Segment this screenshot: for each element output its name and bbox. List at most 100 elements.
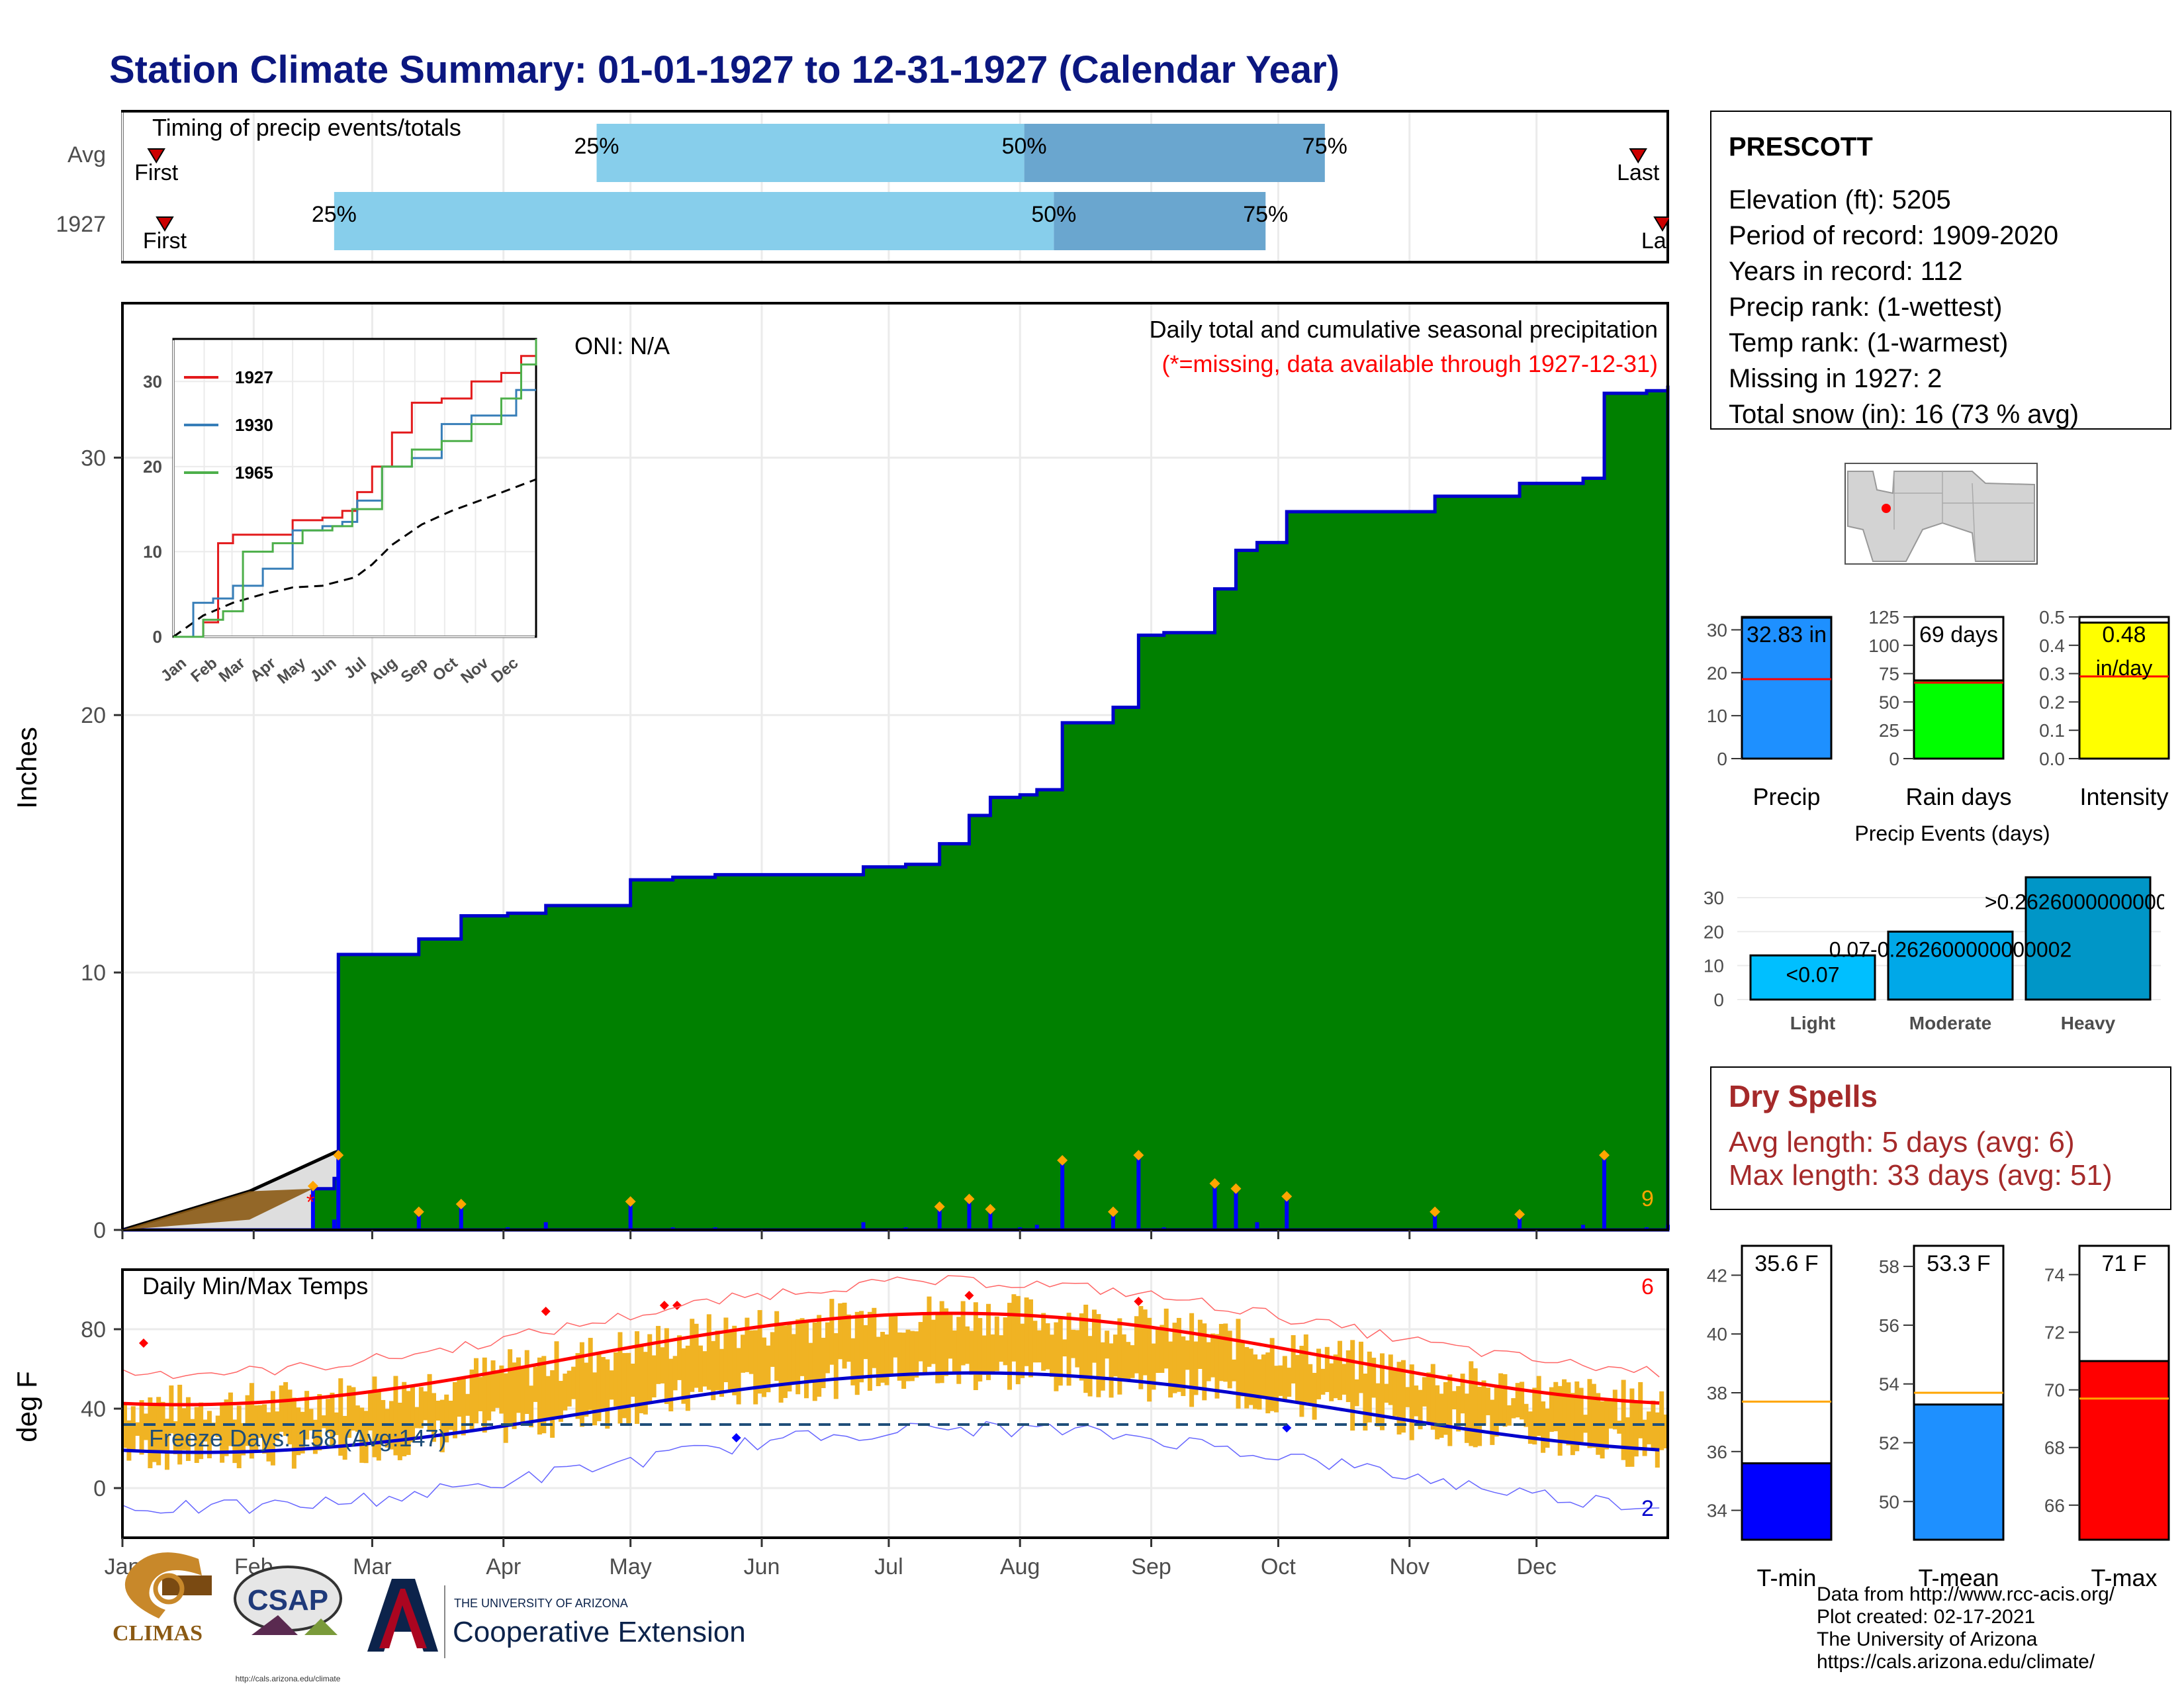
- daily-temp-bar: [723, 1317, 729, 1383]
- daily-temp-bar: [1396, 1362, 1402, 1435]
- month-label: Oct: [1261, 1554, 1296, 1579]
- daily-temp-bar: [571, 1366, 576, 1399]
- daily-temp-bar: [1520, 1382, 1525, 1420]
- daily-temp-bar: [1261, 1354, 1266, 1398]
- daily-temp-bar: [905, 1329, 911, 1382]
- summary-intensity-tick-label: 0.2: [2039, 692, 2065, 712]
- daily-temp-bar: [660, 1347, 665, 1383]
- summary-intensity-tick-label: 0.4: [2039, 635, 2065, 656]
- record-daily-marker: [1209, 1178, 1220, 1189]
- daily-temp-bar: [1350, 1340, 1355, 1431]
- record-daily-marker: [333, 1150, 344, 1161]
- precip-ytick-label: 20: [81, 703, 106, 728]
- daily-temp-bar: [1608, 1401, 1614, 1429]
- daily-temp-bar: [846, 1314, 851, 1362]
- daily-temp-bar: [825, 1322, 830, 1374]
- daily-temp-bar: [423, 1391, 428, 1421]
- footer-credit-line: https://cals.arizona.edu/climate/: [1817, 1651, 2095, 1673]
- daily-temp-bar: [1206, 1342, 1211, 1382]
- daily-temp-bar: [1426, 1372, 1432, 1423]
- timing-bar-q25-q50: [334, 192, 1054, 250]
- daily-precip-bar: [543, 1222, 548, 1230]
- daily-temp-bar: [537, 1357, 542, 1435]
- daily-temp-bar: [1020, 1323, 1025, 1378]
- summary-intensity-tick-label: 0.3: [2039, 664, 2065, 684]
- summary-intensity-tick-label: 0.0: [2039, 749, 2065, 769]
- month-label: Nov: [1390, 1554, 1430, 1579]
- daily-temp-bar: [1147, 1317, 1152, 1402]
- daily-temp-bar: [782, 1325, 788, 1398]
- daily-temp-bar: [435, 1401, 441, 1421]
- daily-precip-bar: [416, 1214, 421, 1230]
- daily-temp-bar: [245, 1395, 250, 1446]
- daily-temp-bar: [635, 1331, 640, 1424]
- daily-temp-bar: [304, 1391, 310, 1440]
- temp-summary-t-min-bar: [1741, 1462, 1833, 1541]
- summary-rain-days-tick-label: 125: [1868, 607, 1899, 628]
- temp-summary-t-mean-label: T-mean: [1918, 1564, 1999, 1591]
- events-bar-label: 0.07-0.262600000000002: [1829, 937, 2072, 961]
- daily-precip-bar: [459, 1207, 463, 1230]
- daily-temp-bar: [499, 1365, 504, 1414]
- daily-temp-bar: [1050, 1335, 1054, 1377]
- daily-temp-bar: [605, 1359, 610, 1429]
- daily-precip-bar: [1518, 1217, 1522, 1230]
- daily-temp-bar: [1070, 1329, 1075, 1358]
- daily-temp-bar: [1155, 1327, 1160, 1374]
- station-info-line: Years in record: 112: [1729, 257, 1963, 286]
- daily-temp-bar: [452, 1382, 457, 1438]
- timing-label-50: 50%: [1002, 134, 1047, 159]
- temp-summary-t-mean-tick-label: 56: [1879, 1315, 1899, 1336]
- record-max-line: [122, 1275, 1660, 1380]
- timing-label-75: 75%: [1302, 134, 1347, 159]
- daily-temp-bar: [490, 1360, 496, 1412]
- daily-temp-bar: [1587, 1379, 1592, 1448]
- daily-temp-bar: [381, 1399, 386, 1443]
- daily-temp-bar: [1248, 1348, 1253, 1405]
- daily-temp-bar: [550, 1370, 555, 1438]
- daily-temp-bar: [1638, 1382, 1643, 1438]
- daily-temp-bar: [482, 1357, 487, 1433]
- daily-temp-bar: [287, 1389, 293, 1444]
- summary-rain-days: 0 25 50 75 100 125 69 days Rain days: [1868, 607, 2011, 810]
- daily-temp-bar: [296, 1407, 301, 1456]
- temp-summary-t-max-tick-label: 70: [2044, 1380, 2065, 1401]
- daily-temp-bar: [190, 1419, 195, 1433]
- temp-summary-t-min-tick-label: 42: [1707, 1265, 1727, 1286]
- daily-precip-bar: [1136, 1158, 1141, 1230]
- daily-temp-bar: [355, 1405, 360, 1432]
- daily-temp-bar: [1578, 1387, 1584, 1442]
- daily-temp-bar: [651, 1355, 657, 1398]
- summary-precip-value-text: 32.83 in: [1747, 622, 1827, 647]
- daily-temp-bar: [1303, 1334, 1308, 1403]
- daily-temp-bar: [563, 1374, 568, 1411]
- daily-temp-bar: [1490, 1399, 1495, 1445]
- month-label: May: [610, 1554, 652, 1579]
- summary-rain-days-value-text: 69 days: [1919, 622, 1998, 647]
- daily-temp-bar: [249, 1383, 254, 1459]
- daily-temp-bar: [1308, 1364, 1313, 1405]
- daily-temp-bar: [1498, 1373, 1504, 1424]
- daily-temp-bar: [1045, 1323, 1050, 1370]
- daily-temp-bar: [999, 1335, 1004, 1362]
- map-state-lines: [1893, 471, 2034, 562]
- cumulative-precip-area: [122, 385, 1670, 1232]
- daily-temp-bar: [1604, 1399, 1610, 1450]
- summary-rain-days-bar: [1913, 679, 2005, 760]
- summary-intensity-value-text: 0.48: [2102, 622, 2146, 647]
- daily-temp-bar: [203, 1419, 208, 1442]
- daily-temp-bar: [850, 1338, 856, 1385]
- temp-ytick-label: 80: [81, 1317, 106, 1342]
- daily-temp-bar: [347, 1385, 352, 1438]
- daily-precip-bar: [336, 1158, 341, 1230]
- daily-temp-bar: [668, 1358, 674, 1412]
- daily-temp-bar: [981, 1335, 987, 1375]
- daily-temp-bar: [685, 1345, 690, 1411]
- daily-temp-bar: [859, 1311, 864, 1383]
- events-title: Precip Events (days): [1854, 821, 2050, 845]
- events-bar-moderate: [1887, 930, 2014, 1001]
- daily-temp-bar: [529, 1385, 534, 1428]
- daily-temp-bar: [1079, 1313, 1084, 1381]
- station-name: PRESCOTT: [1729, 132, 1873, 162]
